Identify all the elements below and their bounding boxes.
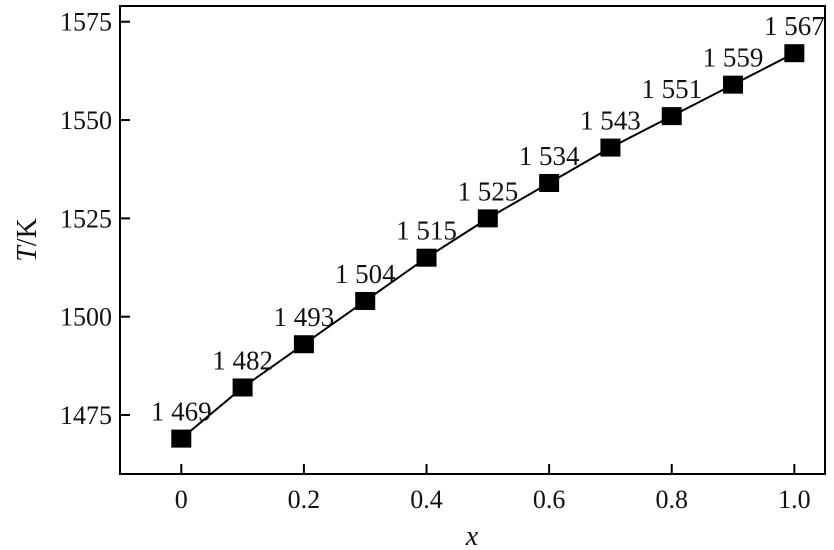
- y-tick-label: 1500: [60, 303, 112, 332]
- data-point-marker: [600, 138, 621, 157]
- x-tick-label: 0: [175, 485, 188, 514]
- y-axis-ticks: 1475 1500 1525 1550 1575: [60, 8, 130, 430]
- data-point-label: 1 515: [396, 216, 457, 246]
- data-point-label: 1 534: [519, 141, 580, 171]
- y-tick-label: 1475: [60, 401, 112, 430]
- y-tick-label: 1525: [60, 204, 112, 233]
- data-point-label: 1 567: [764, 11, 825, 41]
- data-point-marker: [293, 335, 314, 354]
- data-point-label: 1 469: [151, 397, 212, 427]
- x-axis-ticks: 0 0.2 0.4 0.6 0.8 1.0: [175, 464, 811, 514]
- x-axis-title: x: [465, 521, 479, 550]
- data-point-label: 1 482: [212, 345, 273, 375]
- data-point-marker: [784, 44, 805, 63]
- data-point-label: 1 504: [335, 259, 396, 289]
- data-point-marker: [661, 107, 682, 126]
- series-markers: [171, 44, 805, 448]
- series-line-group: [180, 52, 795, 440]
- y-axis-title-unit: /K: [12, 218, 43, 246]
- data-point-marker: [416, 248, 437, 267]
- plot-frame: [119, 5, 826, 475]
- x-tick-label: 0.4: [410, 485, 443, 514]
- data-point-marker: [232, 378, 253, 397]
- data-point-marker: [477, 209, 498, 228]
- data-point-label: 1 525: [457, 176, 518, 206]
- data-point-label: 1 543: [580, 106, 641, 136]
- data-point-marker: [355, 291, 376, 310]
- series-line: [180, 52, 795, 440]
- data-point-label: 1 559: [703, 43, 764, 73]
- x-tick-label: 1.0: [778, 485, 811, 514]
- y-tick-label: 1550: [60, 106, 112, 135]
- data-point-label: 1 551: [641, 74, 702, 104]
- data-point-marker: [539, 173, 560, 192]
- y-tick-label: 1575: [60, 8, 112, 37]
- y-axis-title-var: T: [12, 244, 43, 262]
- data-point-marker: [723, 75, 744, 94]
- data-point-label: 1 493: [274, 302, 335, 332]
- data-point-marker: [171, 429, 192, 448]
- x-tick-label: 0.2: [288, 485, 321, 514]
- y-axis-title: T/K: [12, 218, 43, 262]
- x-tick-label: 0.8: [655, 485, 688, 514]
- x-tick-label: 0.6: [533, 485, 566, 514]
